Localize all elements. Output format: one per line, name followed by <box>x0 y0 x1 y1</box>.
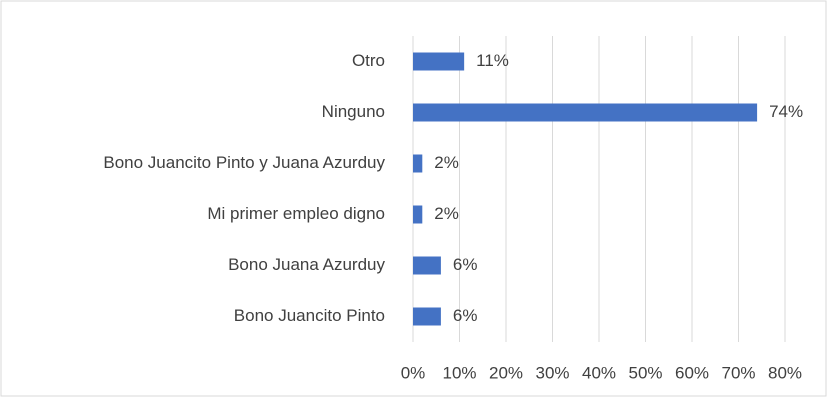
bar <box>413 103 758 122</box>
value-label: 74% <box>769 102 803 121</box>
y-tick-label: Ninguno <box>322 102 385 121</box>
x-tick-label: 0% <box>401 363 426 382</box>
y-tick-label: Bono Juana Azurduy <box>228 255 385 274</box>
x-tick-label: 60% <box>675 363 709 382</box>
bar <box>413 205 423 224</box>
value-label: 11% <box>476 51 509 70</box>
x-tick-label: 10% <box>442 363 476 382</box>
y-tick-label: Bono Juancito Pinto <box>234 306 385 325</box>
value-label: 6% <box>453 255 478 274</box>
bar <box>413 307 441 326</box>
bar <box>413 256 441 275</box>
x-tick-label: 80% <box>768 363 802 382</box>
bar <box>413 52 465 71</box>
value-label: 6% <box>453 306 478 325</box>
value-label: 2% <box>434 153 459 172</box>
x-tick-label: 30% <box>535 363 569 382</box>
y-tick-label: Mi primer empleo digno <box>207 204 385 223</box>
x-tick-label: 70% <box>721 363 755 382</box>
y-tick-label: Otro <box>352 51 385 70</box>
x-tick-label: 40% <box>582 363 616 382</box>
value-label: 2% <box>434 204 459 223</box>
x-tick-label: 50% <box>628 363 662 382</box>
y-tick-label: Bono Juancito Pinto y Juana Azurduy <box>103 153 385 172</box>
x-tick-label: 20% <box>489 363 523 382</box>
bar <box>413 154 423 173</box>
